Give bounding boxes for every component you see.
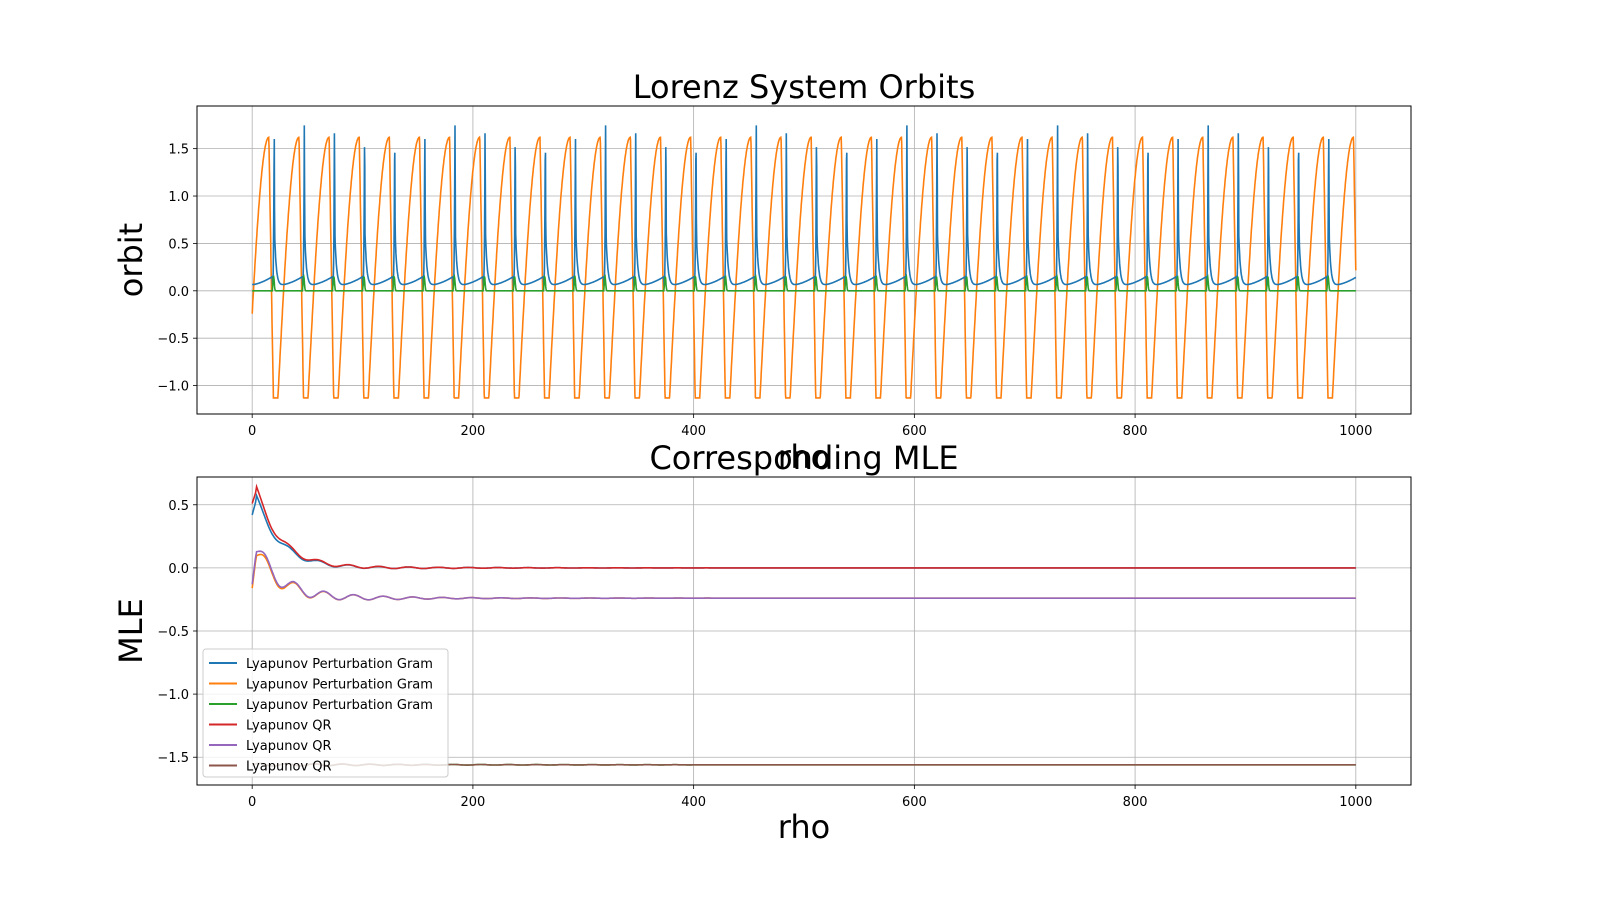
orbits-ytick-label: 1.0: [168, 190, 189, 205]
mle-ytick-label: −0.5: [157, 625, 189, 640]
orbits-xtick-label: 1000: [1339, 424, 1372, 439]
mle-series-line: [251, 550, 1356, 601]
orbits-title: Lorenz System Orbits: [633, 68, 976, 106]
mle-ytick-label: 0.5: [168, 499, 189, 514]
orbits-frame: [196, 105, 1412, 415]
orbits-xtick-label: 800: [1123, 424, 1148, 439]
orbits-xtick-label: 600: [902, 424, 927, 439]
mle-xtick-label: 600: [902, 795, 927, 810]
mle-xtick-label: 1000: [1339, 795, 1372, 810]
orbits-xtick-label: 400: [681, 424, 706, 439]
orbits-lines: [251, 125, 1357, 399]
mle-xtick-label: 200: [460, 795, 485, 810]
mle-axes: 0 200 400 600 800 1000 −1.5 −1.0 −0.5 0.0 0.5 Corr…: [112, 439, 1412, 846]
mle-xtick-label: 400: [681, 795, 706, 810]
orbits-ytick-label: 0.5: [168, 237, 189, 252]
legend-entry: Lyapunov Perturbation Gram: [246, 657, 433, 672]
orbit-series-orange: [251, 135, 1357, 399]
mle-legend: Lyapunov Perturbation Gram Lyapunov Pertu…: [202, 648, 449, 778]
legend-entry: Lyapunov QR: [246, 739, 331, 754]
mle-xlabel: rho: [778, 808, 830, 846]
mle-ylabel: MLE: [112, 598, 150, 664]
legend-entry: Lyapunov Perturbation Gram: [246, 698, 433, 713]
orbits-ytick-label: 1.5: [168, 143, 189, 158]
orbit-series-blue: [252, 125, 1357, 287]
orbits-xtick-label: 0: [248, 424, 256, 439]
mle-ytick-label: −1.0: [157, 688, 189, 703]
mle-xtick-label: 0: [248, 795, 256, 810]
legend-entry: Lyapunov QR: [246, 760, 331, 775]
mle-series-line: [251, 483, 1356, 570]
mle-title: Corresponding MLE: [649, 439, 958, 477]
mle-ytick-label: 0.0: [168, 562, 189, 577]
orbits-ytick-label: −1.0: [157, 380, 189, 395]
legend-box: [202, 648, 449, 778]
orbits-ytick-label: −0.5: [157, 332, 189, 347]
legend-entry: Lyapunov QR: [246, 719, 331, 734]
orbit-series-green: [252, 273, 1356, 292]
mle-ticks: 0 200 400 600 800 1000 −1.5 −1.0 −0.5 0.0 0.5: [157, 499, 1372, 810]
mle-ytick-label: −1.5: [157, 751, 189, 766]
orbits-ticks: 0 200 400 600 800 1000 −1.0 −0.5 0.0 0.5 1.0 1.5: [157, 143, 1372, 439]
mle-xtick-label: 800: [1123, 795, 1148, 810]
orbits-xlabel: rho: [778, 438, 830, 476]
orbits-ylabel: orbit: [112, 223, 150, 297]
orbits-xtick-label: 200: [460, 424, 485, 439]
orbits-axes: 0 200 400 600 800 1000 −1.0 −0.5 0.0 0.5 1.0 1.5 Lo…: [112, 68, 1412, 476]
legend-entry: Lyapunov Perturbation Gram: [246, 678, 433, 693]
orbits-ytick-label: 0.0: [168, 285, 189, 300]
